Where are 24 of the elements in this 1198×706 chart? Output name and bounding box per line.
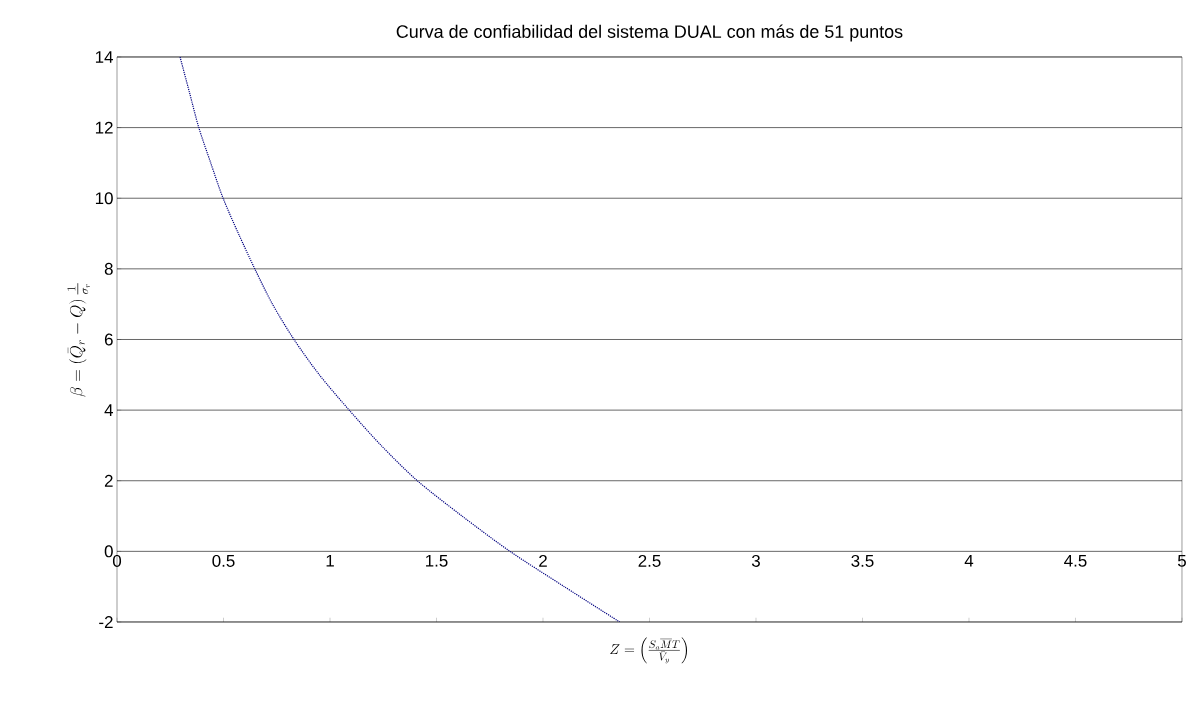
- y-tick-label: 0: [104, 545, 113, 558]
- y-tick-label: 14: [95, 51, 113, 63]
- y-tick-label: 10: [95, 192, 113, 205]
- x-tick-label: 1: [326, 554, 334, 567]
- y-tick-label: 8: [104, 262, 113, 275]
- line-series: [179, 56, 621, 622]
- y-tick-label: -2: [99, 616, 113, 628]
- y-tick-label: 4: [104, 404, 113, 416]
- y-tick-label: 6: [104, 333, 113, 346]
- chart-title: Curva de confiabilidad del sistema DUAL con más de 51 puntos: [396, 24, 903, 42]
- y-tick-label: 12: [95, 121, 113, 134]
- y-tick-label: 2: [104, 474, 113, 487]
- x-tick-label: 5: [1177, 554, 1186, 567]
- x-tick-label: 1.5: [426, 554, 448, 567]
- x-tick-label: 4: [964, 554, 974, 567]
- y-axis-title: $\beta=(\bar{Q}_r-Q)\,\frac{1}{\sigma_r}$: [67, 283, 90, 397]
- x-tick-label: 0: [112, 554, 122, 567]
- x-tick-label: 2: [539, 554, 547, 567]
- x-tick-label: 4.5: [1064, 554, 1087, 567]
- x-tick-label: 3.5: [851, 554, 874, 567]
- x-axis-title: $Z=\left(\frac{S_a\overline{M}T}{\bar{V}_y}\right)$: [610, 637, 688, 664]
- x-tick-label: 2.5: [638, 554, 661, 567]
- x-tick-label: 3: [751, 554, 760, 567]
- x-tick-label: 0.5: [212, 554, 235, 567]
